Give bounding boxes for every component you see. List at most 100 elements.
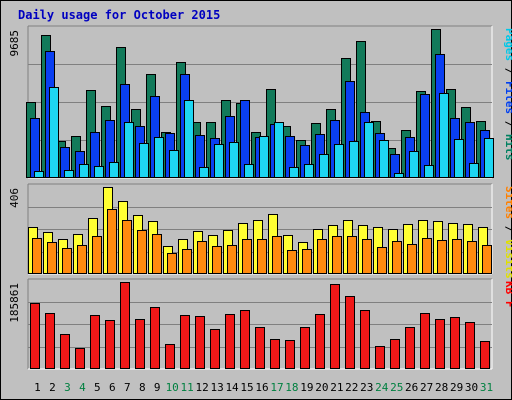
bar-sites-day-30	[467, 241, 477, 274]
legend-item: Sites	[503, 186, 512, 219]
panel-2: 406 Sites / Visits	[8, 183, 512, 279]
panel-2-legend: Sites / Visits	[503, 186, 512, 279]
x-tick-label: 2	[49, 381, 56, 394]
bar-kb-f-day-31	[480, 341, 490, 369]
bar-sites-day-23	[362, 239, 372, 274]
bar-kb-f-day-2	[45, 313, 55, 369]
bar-kb-f-day-18	[285, 340, 295, 369]
x-tick-label: 5	[94, 381, 101, 394]
bar-sites-day-9	[152, 234, 162, 274]
legend-separator: /	[503, 219, 512, 239]
bar-sites-day-8	[137, 230, 147, 274]
bar-pages-day-5	[94, 166, 104, 178]
legend-item: Files	[503, 81, 512, 114]
bar-pages-day-16	[259, 136, 269, 178]
bar-sites-day-18	[287, 250, 297, 274]
bar-sites-day-24	[377, 247, 387, 274]
bar-sites-day-16	[257, 239, 267, 274]
panel-1-max-label: 9685	[8, 30, 21, 57]
bar-sites-day-17	[272, 236, 282, 274]
bar-pages-day-4	[79, 164, 89, 178]
chart-panels: 9685 Pages / Files / Hits 406 Sites / Visit…	[8, 25, 512, 370]
bar-pages-day-3	[64, 170, 74, 178]
bar-kb-f-day-5	[90, 315, 100, 369]
bar-pages-day-1	[34, 171, 44, 178]
legend-item: KB F	[503, 281, 512, 308]
panel-2-bars	[28, 187, 492, 274]
bar-kb-f-day-10	[165, 344, 175, 369]
legend-item: Visits	[503, 239, 512, 279]
bar-pages-day-2	[49, 87, 59, 178]
bar-kb-f-day-3	[60, 334, 70, 369]
bar-kb-f-day-15	[240, 310, 250, 369]
x-tick-label: 8	[139, 381, 146, 394]
x-tick-label: 30	[465, 381, 478, 394]
bar-files-day-1	[30, 118, 40, 178]
x-tick-label: 26	[405, 381, 418, 394]
x-tick-label: 31	[480, 381, 493, 394]
x-tick-label: 17	[270, 381, 283, 394]
x-tick-label: 3	[64, 381, 71, 394]
bar-kb-f-day-30	[465, 322, 475, 369]
bar-pages-day-15	[244, 164, 254, 178]
bar-pages-day-28	[439, 93, 449, 178]
bar-sites-day-4	[77, 245, 87, 274]
bar-kb-f-day-7	[120, 282, 130, 369]
bar-kb-f-day-29	[450, 317, 460, 369]
panel-1-bars	[26, 29, 494, 178]
legend-item: Pages	[503, 28, 512, 61]
bar-kb-f-day-25	[390, 339, 400, 369]
bar-pages-day-26	[409, 151, 419, 178]
bar-kb-f-day-8	[135, 319, 145, 369]
x-tick-label: 24	[375, 381, 389, 394]
x-tick-label: 16	[255, 381, 268, 394]
bar-pages-day-8	[139, 143, 149, 178]
x-tick-label: 18	[285, 381, 298, 394]
x-tick-label: 27	[420, 381, 433, 394]
bar-kb-f-day-9	[150, 307, 160, 369]
bar-pages-day-10	[169, 150, 179, 178]
bar-sites-day-25	[392, 241, 402, 274]
x-axis-labels: 1 2 3 4 5 6 7 8 9 10 11 12 13 14 15 16 17 18 19 20 21 22 23 24 2…	[34, 381, 493, 394]
bar-pages-day-27	[424, 165, 434, 178]
bar-sites-day-22	[347, 236, 357, 274]
x-tick-label: 28	[435, 381, 448, 394]
x-tick-label: 12	[196, 381, 209, 394]
bar-sites-day-20	[317, 239, 327, 274]
bar-kb-f-day-26	[405, 327, 415, 369]
bar-sites-day-29	[452, 239, 462, 274]
bar-pages-day-21	[334, 144, 344, 178]
bar-pages-day-22	[349, 141, 359, 178]
legend-separator: /	[503, 114, 512, 134]
bar-kb-f-day-24	[375, 346, 385, 369]
bar-kb-f-day-1	[30, 303, 40, 369]
bar-pages-day-20	[319, 154, 329, 178]
bar-sites-day-10	[167, 253, 177, 274]
bar-kb-f-day-23	[360, 310, 370, 369]
x-tick-label: 22	[345, 381, 358, 394]
bar-sites-day-2	[47, 242, 57, 274]
bar-kb-f-day-20	[315, 314, 325, 369]
x-tick-label: 6	[109, 381, 116, 394]
bar-kb-f-day-17	[270, 339, 280, 369]
bar-sites-day-26	[407, 244, 417, 274]
bar-sites-day-5	[92, 236, 102, 274]
bar-kb-f-day-4	[75, 348, 85, 369]
panel-3: 185861 KB F	[8, 278, 512, 370]
bar-pages-day-29	[454, 139, 464, 178]
bar-kb-f-day-6	[105, 320, 115, 369]
x-tick-label: 25	[390, 381, 403, 394]
x-tick-label: 23	[360, 381, 373, 394]
bar-kb-f-day-22	[345, 296, 355, 369]
legend-separator: /	[503, 61, 512, 81]
bar-kb-f-day-27	[420, 313, 430, 369]
bar-sites-day-21	[332, 236, 342, 274]
bar-kb-f-day-21	[330, 284, 340, 369]
bar-pages-day-14	[229, 142, 239, 178]
bar-sites-day-13	[212, 246, 222, 274]
bar-kb-f-day-11	[180, 315, 190, 369]
bar-pages-day-6	[109, 162, 119, 178]
bar-pages-day-7	[124, 122, 134, 178]
x-tick-label: 7	[124, 381, 131, 394]
